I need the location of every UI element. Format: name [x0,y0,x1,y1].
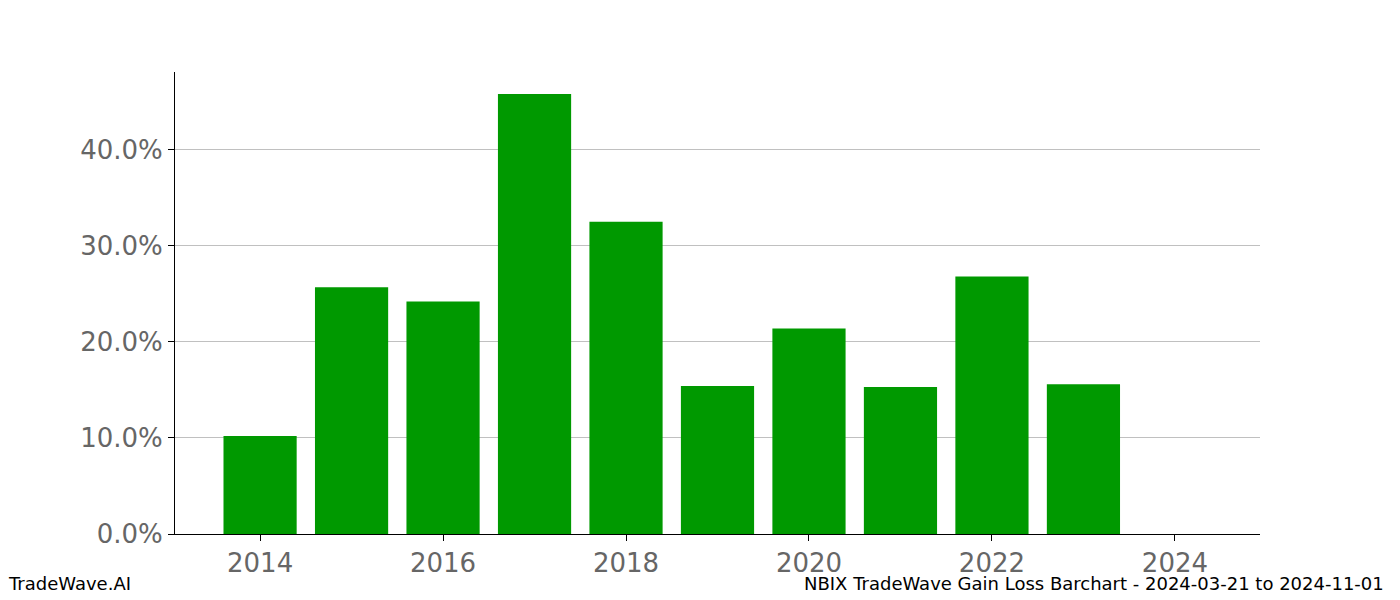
svg-text:2022: 2022 [959,548,1025,578]
svg-text:0.0%: 0.0% [97,519,163,549]
svg-text:40.0%: 40.0% [80,135,163,165]
svg-text:2020: 2020 [776,548,842,578]
svg-text:30.0%: 30.0% [80,231,163,261]
svg-text:TradeWave.AI: TradeWave.AI [8,573,131,594]
svg-text:2014: 2014 [227,548,293,578]
svg-text:10.0%: 10.0% [80,423,163,453]
svg-text:2024: 2024 [1142,548,1208,578]
svg-text:20.0%: 20.0% [80,327,163,357]
svg-text:2016: 2016 [410,548,476,578]
svg-text:NBIX TradeWave Gain Loss Barch: NBIX TradeWave Gain Loss Barchart - 2024… [804,573,1384,594]
svg-text:2018: 2018 [593,548,659,578]
